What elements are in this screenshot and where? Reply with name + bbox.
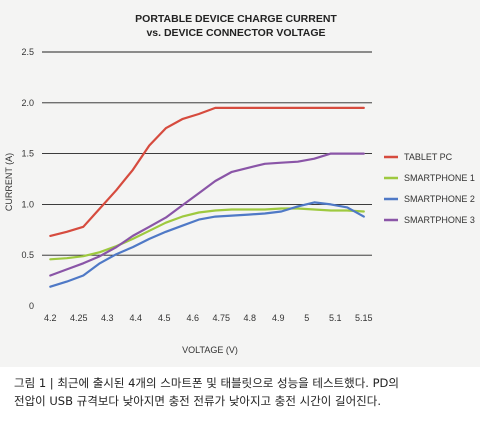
y-tick-label: 1.0 — [21, 199, 34, 209]
x-axis-label: VOLTAGE (V) — [182, 345, 238, 355]
y-axis-label: CURRENT (A) — [4, 153, 14, 211]
y-axis-ticks: 0 0.5 1.0 1.5 2.0 2.5 — [21, 47, 34, 311]
legend-label: SMARTPHONE 3 — [404, 215, 475, 225]
y-tick-label: 2.0 — [21, 98, 34, 108]
series-line-1 — [49, 106, 365, 237]
figure-caption: 그림 1 | 최근에 출시된 4개의 스마트폰 및 태블릿으로 성능을 테스트했… — [14, 374, 474, 410]
x-tick-label: 4.6 — [186, 313, 199, 323]
caption-line-2: 전압이 USB 규격보다 낮아지면 충전 전류가 낮아지고 충전 시간이 길어진… — [14, 394, 381, 408]
x-tick-label: 4.8 — [243, 313, 256, 323]
series-lines — [49, 106, 365, 288]
series-line-2 — [49, 207, 365, 261]
chart-title-line-2: vs. DEVICE CONNECTOR VOLTAGE — [146, 27, 325, 39]
x-axis-ticks: 4.2 4.25 4.3 4.4 4.5 4.6 4.75 4.8 4.9 5 5.1 5.15 — [44, 313, 373, 323]
x-tick-label: 4.4 — [129, 313, 142, 323]
y-tick-label: 2.5 — [21, 47, 34, 57]
chart-title-line-1: PORTABLE DEVICE CHARGE CURRENT — [135, 13, 337, 25]
x-tick-label: 4.3 — [101, 313, 114, 323]
y-tick-label: 1.5 — [21, 149, 34, 159]
legend: TABLET PC SMARTPHONE 1 SMARTPHONE 2 SMARTPH… — [384, 152, 475, 225]
legend-label: TABLET PC — [404, 152, 453, 162]
x-tick-label: 5 — [304, 313, 309, 323]
x-tick-label: 4.5 — [158, 313, 171, 323]
y-tick-label: 0.5 — [21, 250, 34, 260]
x-tick-label: 4.25 — [70, 313, 88, 323]
x-tick-label: 4.2 — [44, 313, 57, 323]
x-tick-label: 4.75 — [212, 313, 230, 323]
chart-panel — [0, 0, 480, 367]
y-tick-label: 0 — [29, 301, 34, 311]
x-tick-label: 5.1 — [329, 313, 342, 323]
line-chart: PORTABLE DEVICE CHARGE CURRENT vs. DEVIC… — [4, 13, 475, 355]
series-line-4 — [49, 152, 365, 277]
legend-label: SMARTPHONE 1 — [404, 173, 475, 183]
x-tick-label: 5.15 — [355, 313, 373, 323]
gridlines — [42, 51, 372, 256]
caption-line-1: 그림 1 | 최근에 출시된 4개의 스마트폰 및 태블릿으로 성능을 테스트했… — [14, 376, 399, 390]
legend-label: SMARTPHONE 2 — [404, 194, 475, 204]
x-tick-label: 4.9 — [272, 313, 285, 323]
series-line-3 — [49, 201, 365, 288]
